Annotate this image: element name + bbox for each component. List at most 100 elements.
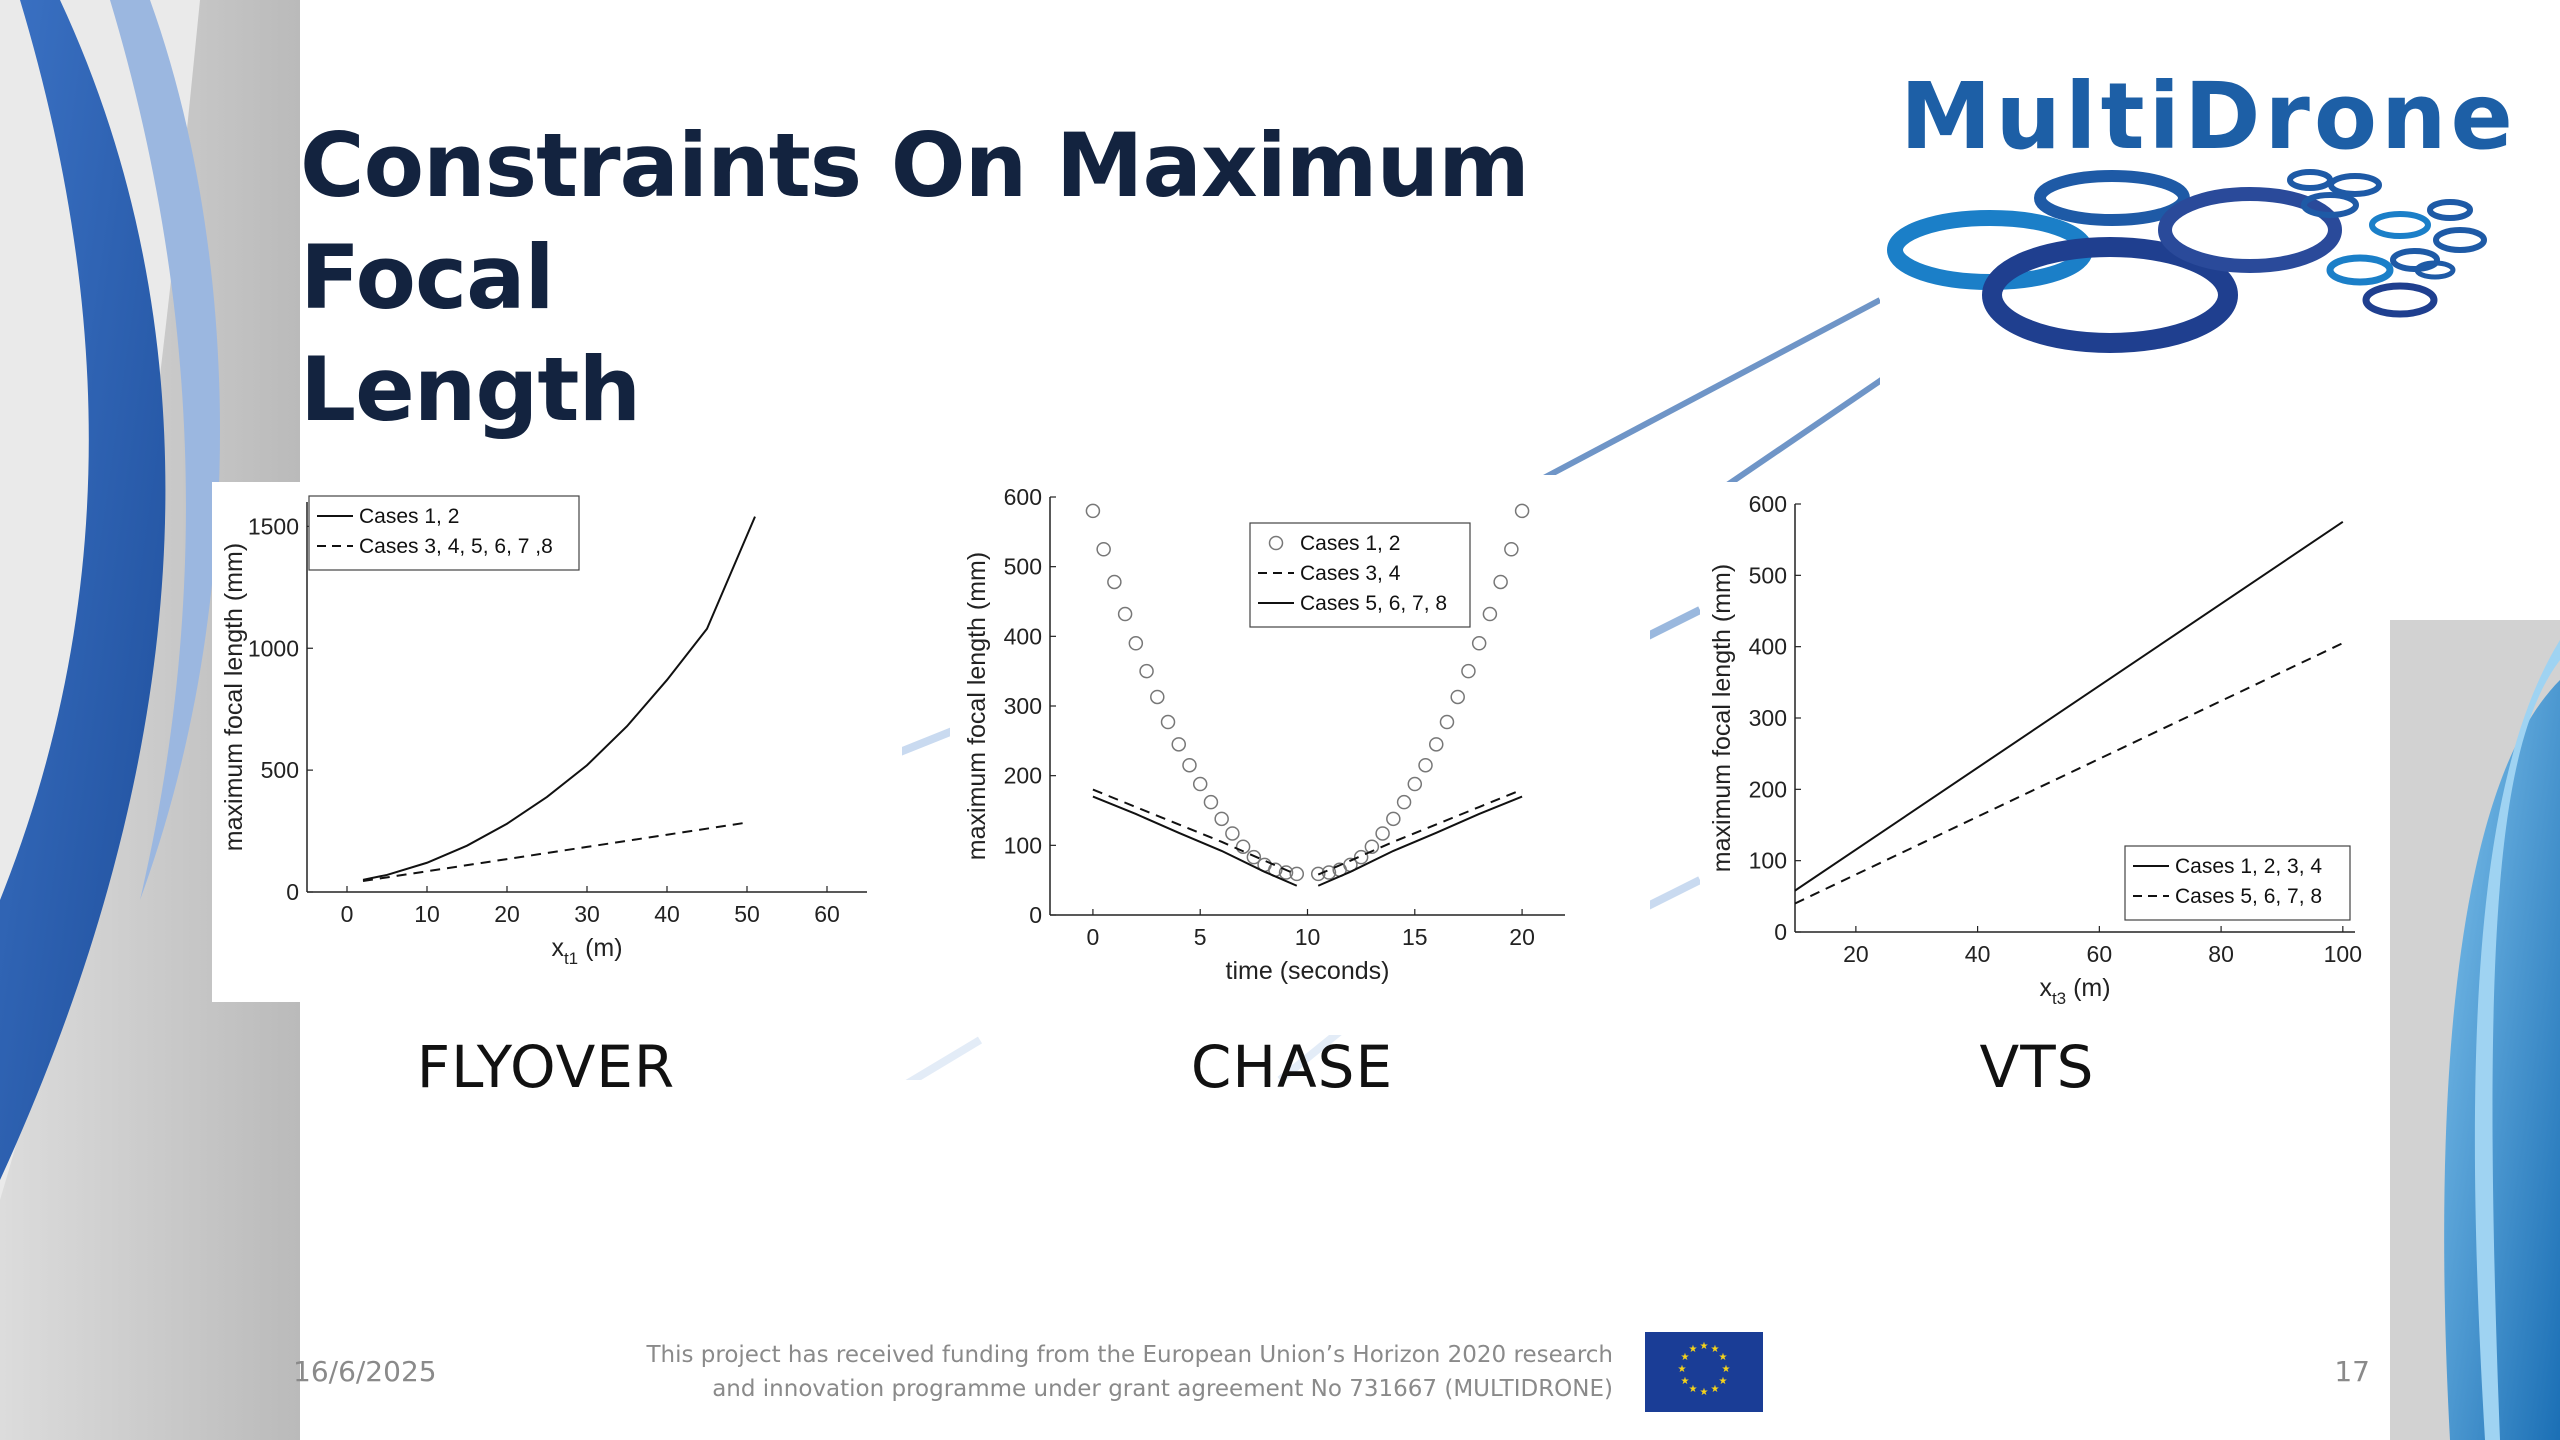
x-tick-label: 100 <box>2324 941 2362 967</box>
svg-text:★: ★ <box>1681 1376 1690 1387</box>
x-tick-label: 30 <box>574 901 600 927</box>
data-point <box>1514 503 1530 519</box>
x-tick-label: 10 <box>414 901 440 927</box>
legend-label: Cases 5, 6, 7, 8 <box>2175 885 2322 908</box>
multidrone-logo-text: MultiDrone <box>1900 63 2517 170</box>
legend-marker <box>1268 535 1284 551</box>
data-point <box>1246 849 1262 865</box>
y-tick-label: 0 <box>1774 919 1787 945</box>
x-tick-label: 10 <box>1295 924 1321 950</box>
svg-text:★: ★ <box>1681 1352 1690 1363</box>
y-tick-label: 100 <box>1749 848 1787 874</box>
vts-chart-panel: 20 40 60 80 100 0 100 200 300 400 500 600 maximum fo… <box>1700 482 2390 1032</box>
data-point <box>1493 574 1508 590</box>
data-point <box>1450 689 1465 705</box>
data-point <box>1504 542 1519 557</box>
y-tick-label: 600 <box>1004 484 1042 510</box>
legend-label: Cases 1, 2 <box>1300 532 1400 555</box>
data-point <box>1107 574 1122 590</box>
data-point <box>1310 866 1326 882</box>
slide-title: Constraints On Maximum Focal Length <box>300 110 1700 446</box>
series-line <box>362 821 748 883</box>
x-tick-label: 0 <box>341 901 354 927</box>
data-point <box>1278 865 1294 880</box>
data-point <box>1117 606 1133 622</box>
x-tick-label: 5 <box>1194 924 1207 950</box>
data-point <box>1214 811 1229 827</box>
y-tick-label: 400 <box>1749 634 1787 660</box>
funding-line-1: This project has received funding from t… <box>646 1342 1613 1368</box>
data-point <box>1192 776 1208 792</box>
svg-text:★: ★ <box>1689 1344 1698 1355</box>
x-tick-label: 60 <box>814 901 840 927</box>
y-axis-label: maximum focal length (mm) <box>220 543 248 851</box>
y-tick-label: 200 <box>1004 763 1042 789</box>
svg-text:★: ★ <box>1719 1352 1728 1363</box>
series-line <box>1317 788 1523 876</box>
data-point <box>1160 714 1176 730</box>
x-tick-label: 15 <box>1402 924 1428 950</box>
y-tick-label: 400 <box>1004 623 1042 649</box>
y-tick-label: 600 <box>1749 491 1787 517</box>
x-tick-label: 0 <box>1087 924 1100 950</box>
data-point <box>1353 849 1369 865</box>
svg-text:★: ★ <box>1678 1364 1687 1375</box>
y-axis-label: maximum focal length (mm) <box>963 552 991 860</box>
y-tick-label: 100 <box>1004 832 1042 858</box>
svg-text:★: ★ <box>1711 1344 1720 1355</box>
svg-text:★: ★ <box>1689 1384 1698 1395</box>
y-axis-label: maximum focal length (mm) <box>1708 564 1736 872</box>
data-point <box>1364 839 1380 854</box>
data-point <box>1171 737 1186 752</box>
legend-box <box>2124 845 2351 921</box>
x-tick-label: 20 <box>1509 924 1535 950</box>
series-line <box>1794 521 2344 892</box>
right-swoosh-decoration <box>2390 620 2560 1440</box>
x-tick-label: 80 <box>2208 941 2234 967</box>
data-point <box>1150 689 1165 705</box>
vts-caption: VTS <box>1979 1033 2095 1101</box>
data-point <box>1471 636 1487 651</box>
series-line <box>1317 795 1523 887</box>
x-axis-label: time (seconds) <box>1226 957 1390 985</box>
svg-text:★: ★ <box>1719 1376 1728 1387</box>
data-point <box>1396 794 1412 810</box>
slide-date: 16/6/2025 <box>293 1355 437 1388</box>
x-axis-label: xt1 (m) <box>551 934 622 968</box>
svg-text:★: ★ <box>1700 1341 1709 1352</box>
funding-notice: This project has received funding from t… <box>560 1338 1613 1406</box>
y-tick-label: 500 <box>1004 554 1042 580</box>
multidrone-logo-rings-icon <box>1887 169 2487 353</box>
x-axis-label: xt3 (m) <box>2039 974 2110 1008</box>
data-point <box>1375 826 1390 841</box>
vts-chart: 20 40 60 80 100 0 100 200 300 400 500 600 maximum fo… <box>1708 491 2362 1008</box>
chase-caption: CHASE <box>1190 1033 1394 1101</box>
data-point <box>1096 542 1111 557</box>
x-tick-label: 40 <box>654 901 680 927</box>
data-point <box>1225 826 1240 841</box>
title-line-1: Constraints On Maximum Focal <box>300 114 1530 329</box>
data-point <box>1289 866 1305 882</box>
y-tick-label: 1500 <box>248 513 299 539</box>
legend-label: Cases 1, 2 <box>359 505 459 528</box>
y-tick-label: 500 <box>261 757 299 783</box>
eu-flag-icon: ★ ★★ ★★★ ★★★ ★★★ <box>1645 1332 1763 1412</box>
data-point <box>1386 811 1401 827</box>
x-tick-label: 50 <box>734 901 760 927</box>
x-tick-label: 20 <box>1843 941 1869 967</box>
legend-box <box>308 495 580 571</box>
y-tick-label: 0 <box>1029 902 1042 928</box>
y-tick-label: 0 <box>286 879 299 905</box>
series-line <box>1092 795 1298 887</box>
data-point <box>1139 663 1154 679</box>
y-tick-label: 1000 <box>248 635 299 661</box>
data-point <box>1418 757 1433 773</box>
legend-label: Cases 3, 4 <box>1300 562 1401 585</box>
data-point <box>1235 839 1251 854</box>
series-line <box>1092 788 1298 876</box>
data-point <box>1429 737 1444 752</box>
svg-text:★: ★ <box>1711 1384 1720 1395</box>
x-tick-label: 20 <box>494 901 520 927</box>
flyover-caption: FLYOVER <box>416 1033 676 1101</box>
data-point <box>1182 757 1197 773</box>
